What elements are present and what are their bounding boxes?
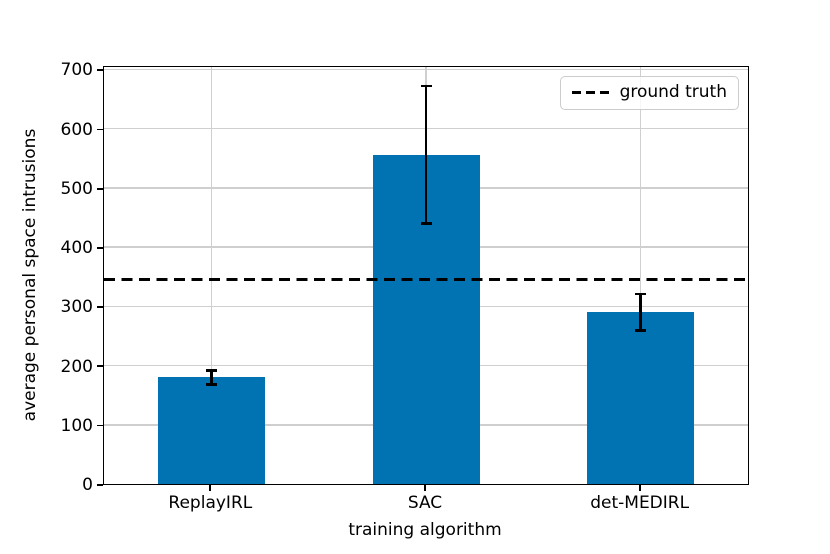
legend-dashed-line-sample — [571, 90, 609, 95]
y-tick-mark — [97, 424, 103, 427]
x-tick-mark — [638, 484, 641, 491]
x-tick-label: ReplayIRL — [168, 493, 253, 513]
y-tick-mark — [97, 187, 103, 190]
y-tick-label: 500 — [60, 178, 93, 199]
y-tick-mark — [97, 365, 103, 368]
x-tick-mark — [424, 484, 426, 491]
y-axis-label: average personal space intrusions — [20, 128, 40, 422]
error-bar-cap — [635, 329, 647, 332]
error-bar-line — [210, 370, 213, 385]
y-tick-label: 400 — [60, 238, 93, 259]
y-tick-label: 700 — [60, 60, 93, 81]
y-tick-label: 200 — [60, 356, 93, 377]
error-bar-cap — [420, 84, 432, 88]
y-tick-mark — [97, 483, 103, 486]
error-bar-cap — [205, 383, 217, 386]
bar-ReplayIRL — [157, 377, 265, 484]
bar-det-MEDIRL — [587, 312, 695, 484]
error-bar-cap — [205, 368, 217, 372]
legend: ground truth — [559, 76, 739, 110]
y-tick-mark — [97, 128, 103, 131]
y-tick-mark — [97, 306, 103, 308]
ground-truth-dashed-line — [104, 278, 748, 281]
error-bar-line — [639, 293, 642, 331]
y-tick-label: 0 — [82, 475, 93, 495]
vertical-gridline — [639, 67, 642, 484]
x-tick-label: SAC — [407, 493, 443, 513]
error-bar-line — [424, 85, 428, 224]
y-tick-label: 100 — [60, 415, 93, 436]
y-tick-label: 300 — [60, 297, 93, 318]
x-tick-label: det-MEDIRL — [590, 493, 690, 513]
y-tick-label: 600 — [60, 119, 93, 140]
y-tick-mark — [97, 69, 103, 72]
y-tick-mark — [97, 246, 103, 249]
vertical-gridline — [210, 67, 213, 484]
error-bar-cap — [635, 292, 647, 296]
error-bar-cap — [420, 222, 432, 225]
legend-label: ground truth — [619, 82, 727, 102]
x-tick-mark — [209, 484, 212, 491]
plot-area: ground truth — [103, 66, 749, 485]
x-axis-label: training algorithm — [348, 520, 502, 540]
